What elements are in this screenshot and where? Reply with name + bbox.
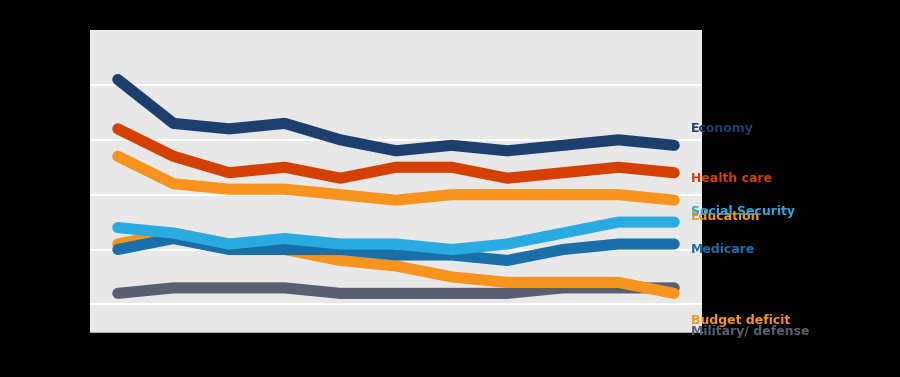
Text: Budget deficit: Budget deficit [691, 314, 790, 327]
Text: Health care: Health care [691, 172, 772, 185]
Text: Education: Education [691, 210, 760, 223]
Text: Military/ defense: Military/ defense [691, 325, 809, 338]
Text: Social Security: Social Security [691, 205, 795, 218]
Text: Medicare: Medicare [691, 243, 755, 256]
Text: Economy: Economy [691, 123, 753, 135]
